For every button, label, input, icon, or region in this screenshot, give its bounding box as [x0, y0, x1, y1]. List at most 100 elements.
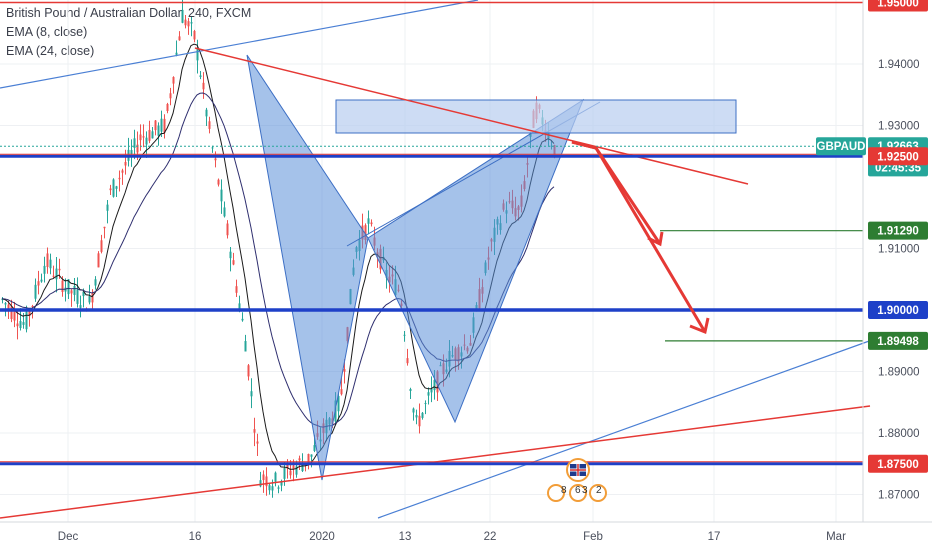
symbol-label: GBPAUD [817, 141, 866, 153]
x-tick-label: Feb [583, 531, 603, 543]
candle-body [274, 472, 277, 482]
event-marker-icon [569, 484, 587, 502]
candle-body [151, 131, 154, 139]
candle-body [1, 298, 4, 301]
candle-body [337, 396, 340, 412]
candle-body [340, 389, 343, 395]
candle-body [190, 22, 193, 24]
x-tick-label: Dec [58, 531, 79, 543]
candle-body [292, 465, 295, 470]
candle-body [283, 467, 286, 479]
x-tick-label: 16 [189, 531, 202, 543]
candle-body [286, 463, 289, 469]
candle-body [196, 47, 199, 61]
candle-body [193, 30, 196, 40]
candle-body [430, 388, 433, 393]
candle-body [73, 285, 76, 295]
chart-legend: British Pound / Australian Dollar, 240, … [6, 4, 251, 61]
time-axis[interactable]: Dec 16 2020 13 22 Feb 17 Mar [0, 521, 932, 543]
candle-body [43, 265, 46, 274]
candle-body [307, 453, 310, 463]
candle-body [247, 365, 250, 377]
event-marker-icon [589, 484, 607, 502]
candle-body [364, 225, 367, 241]
candle-body [232, 260, 235, 265]
event-count-3: 3 [582, 485, 588, 496]
candle-body [130, 150, 133, 155]
candle-body [229, 251, 232, 259]
candle-body [91, 292, 94, 303]
candle-body [19, 321, 22, 329]
event-count-6: 6 [575, 485, 581, 496]
candle-body [142, 136, 145, 138]
candle-body [202, 82, 205, 90]
arrow-to-target-2 [571, 140, 707, 333]
target-1-badge [868, 221, 928, 240]
candle-body [181, 9, 184, 23]
candle-body [280, 480, 283, 486]
candle-body [145, 137, 148, 145]
candle-body [103, 226, 106, 229]
candle-body [4, 303, 7, 305]
candle-body [31, 305, 34, 307]
candle-body [301, 463, 304, 472]
event-count-2: 2 [596, 485, 602, 496]
candle-body [25, 311, 28, 330]
candle-body [52, 275, 55, 277]
x-tick-label: 13 [399, 531, 412, 543]
target-1-label: 1.91290 [877, 226, 919, 238]
candle-body [235, 286, 238, 293]
harmonic-pattern[interactable] [246, 54, 737, 481]
candle-body [106, 204, 109, 211]
legend-ema-24: EMA (24, close) [6, 44, 95, 58]
candle-body [79, 305, 82, 308]
horizontal-levels[interactable] [0, 1, 863, 466]
candle-body [265, 476, 268, 487]
candle-body [163, 118, 166, 133]
upper-blue-trendline [0, 0, 479, 89]
candle-body [424, 403, 427, 405]
candle-body [115, 186, 118, 189]
candle-body [409, 389, 412, 391]
candle-body [133, 138, 136, 148]
candle-body [205, 109, 208, 117]
y-tick-label: 1.88000 [878, 428, 920, 440]
countdown-label: 02:45:35 [875, 162, 922, 174]
candle-body [109, 188, 112, 191]
lower-blue-trendline [377, 339, 873, 519]
candle-body [220, 189, 223, 202]
pattern-leg-xab [246, 54, 369, 481]
level-1-875-label: 1.87500 [877, 459, 919, 471]
target-2-label: 1.89498 [877, 336, 919, 348]
projection-arrows [571, 140, 710, 335]
candle-body [40, 279, 43, 282]
candle-body [16, 323, 19, 327]
candle-body [238, 303, 241, 310]
candle-body [97, 253, 100, 268]
candle-body [415, 415, 418, 418]
x-tick-label: 17 [708, 531, 721, 543]
candle-body [184, 19, 187, 26]
candle-body [343, 369, 346, 372]
candle-body [136, 144, 139, 153]
candle-body [271, 486, 274, 491]
candle-body [211, 147, 214, 149]
candle-body [412, 408, 415, 413]
candle-body [67, 279, 70, 295]
candle-body [214, 158, 217, 161]
candle-body [169, 93, 172, 99]
candle-body [175, 52, 178, 55]
level-1-95-label: 1.95000 [877, 0, 919, 10]
y-tick-label: 1.87000 [878, 490, 920, 502]
price-axis[interactable]: 1.960001.940001.930001.910001.890001.880… [816, 0, 928, 550]
event-icons[interactable]: 8 6 3 2 [547, 458, 607, 502]
candle-body [55, 268, 58, 280]
candle-body [262, 474, 265, 481]
candle-body [178, 36, 181, 41]
candle-body [58, 268, 61, 271]
legend-ema-8: EMA (8, close) [6, 25, 88, 39]
candle-body [88, 296, 91, 303]
x-tick-label: Mar [826, 531, 846, 543]
candle-body [166, 103, 169, 112]
